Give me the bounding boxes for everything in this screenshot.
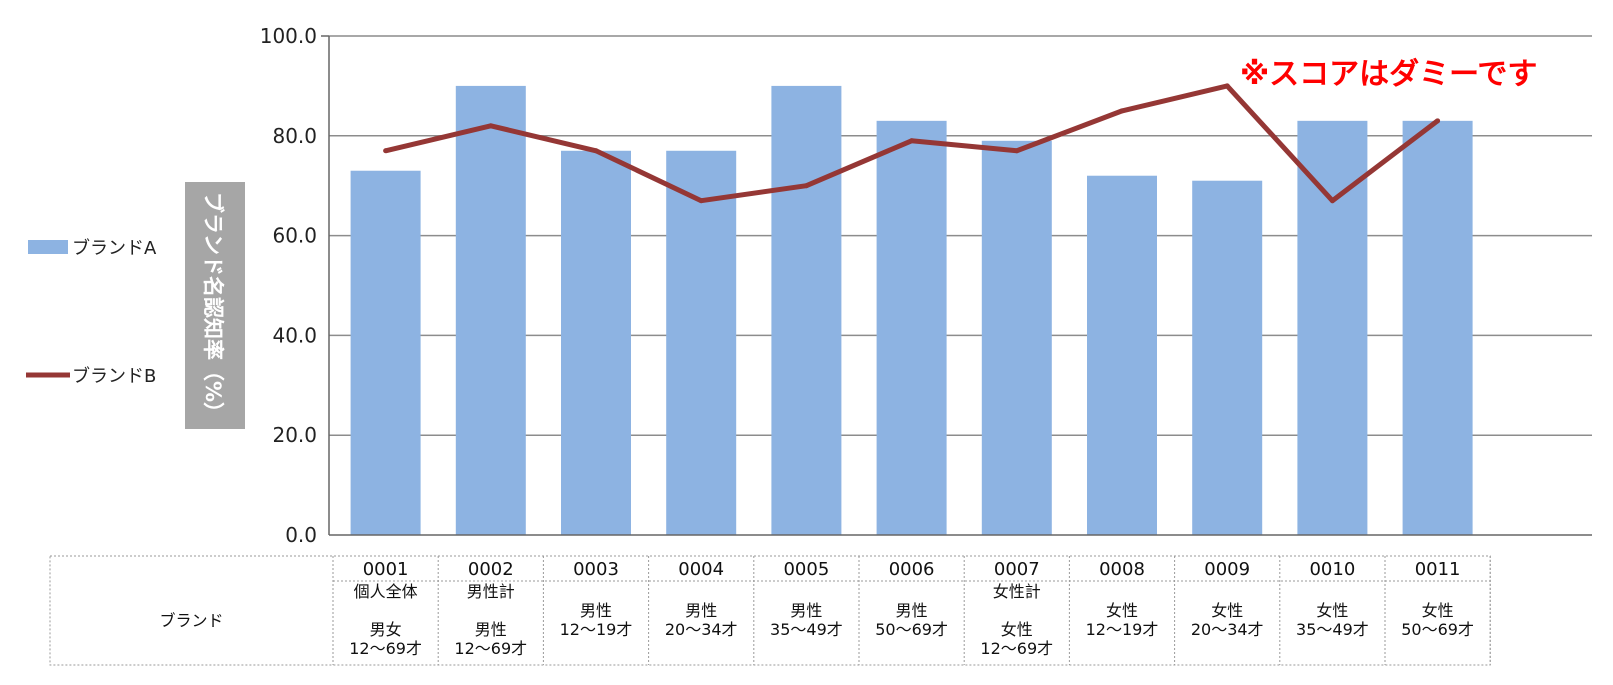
bar <box>561 150 631 535</box>
y-tick-label: 100.0 <box>260 24 317 48</box>
category-label: 女性計 <box>993 582 1041 601</box>
category-table: ブランド0001個人全体男女12〜69才0002男性計男性12〜69才0003男… <box>49 555 1491 666</box>
line-point <box>909 138 915 144</box>
category-label: 男性計 <box>467 582 515 601</box>
y-tick-label: 20.0 <box>272 423 317 447</box>
bar <box>1402 120 1473 535</box>
line-point <box>488 123 494 129</box>
category-label: 12〜19才 <box>1086 620 1159 639</box>
category-label: 35〜49才 <box>1296 620 1369 639</box>
category-code: 0005 <box>783 559 829 580</box>
category-label: 女性 <box>1316 601 1348 620</box>
line-point <box>803 183 809 189</box>
category-label: 女性 <box>1106 601 1138 620</box>
y-tick-label: 60.0 <box>272 224 317 248</box>
annotation-note: ※スコアはダミーです <box>1240 57 1537 92</box>
category-label: 20〜34才 <box>665 620 738 639</box>
line-point <box>1119 108 1125 114</box>
table-border <box>49 555 1491 666</box>
category-code: 0007 <box>994 559 1040 580</box>
y-axis-title-box <box>185 182 245 429</box>
category-label: 女性 <box>1422 601 1454 620</box>
category-label: 女性 <box>1211 601 1243 620</box>
category-label: 50〜69才 <box>875 620 948 639</box>
category-label: 20〜34才 <box>1191 620 1264 639</box>
axes <box>321 35 1592 536</box>
category-label: 男性 <box>790 601 822 620</box>
line-point <box>698 198 704 204</box>
bar-series <box>350 85 1473 536</box>
bar <box>1087 175 1157 535</box>
category-label: 男性 <box>580 601 612 620</box>
bar <box>1297 120 1368 535</box>
category-code: 0001 <box>363 559 409 580</box>
y-tick-label: 0.0 <box>285 523 317 547</box>
category-code: 0009 <box>1204 559 1250 580</box>
category-label: 男性 <box>896 601 928 620</box>
line-point <box>1014 148 1020 154</box>
line-point <box>1435 118 1441 124</box>
category-label: 女性 <box>1001 620 1033 639</box>
category-code: 0002 <box>468 559 514 580</box>
table-row-header: ブランド <box>159 611 223 630</box>
bar <box>981 140 1052 536</box>
line-point <box>383 148 389 154</box>
line-point <box>1329 198 1335 204</box>
legend-swatch-bar <box>28 240 68 254</box>
category-code: 0010 <box>1309 559 1355 580</box>
category-label: 男女 <box>370 620 402 639</box>
bar <box>455 85 526 536</box>
category-label: 12〜19才 <box>560 620 633 639</box>
line-point <box>1224 83 1230 89</box>
category-label: 12〜69才 <box>980 639 1053 658</box>
category-label: 男性 <box>685 601 717 620</box>
legend-label: ブランドA <box>72 237 157 259</box>
category-code: 0003 <box>573 559 619 580</box>
bar <box>350 170 421 536</box>
line-point <box>593 148 599 154</box>
category-code: 0008 <box>1099 559 1145 580</box>
category-code: 0011 <box>1415 559 1461 580</box>
bar <box>771 85 842 536</box>
category-code: 0006 <box>889 559 935 580</box>
y-tick-label: 40.0 <box>272 323 317 347</box>
category-code: 0004 <box>678 559 724 580</box>
category-label: 50〜69才 <box>1401 620 1474 639</box>
legend-label: ブランドB <box>72 365 156 387</box>
category-label: 12〜69才 <box>349 639 422 658</box>
y-axis-title: ブランド名認知率（%） <box>185 182 245 429</box>
y-axis-ticks: 0.0 20.0 40.0 60.0 80.0 100.0 <box>260 24 317 547</box>
bar <box>1192 180 1263 535</box>
line-series <box>383 83 1441 204</box>
category-label: 35〜49才 <box>770 620 843 639</box>
y-axis-title-text: ブランド名認知率（%） <box>201 192 225 423</box>
bar <box>666 150 737 535</box>
category-label: 個人全体 <box>354 582 418 601</box>
category-label: 12〜69才 <box>454 639 527 658</box>
legend: ブランドA ブランドB <box>26 237 157 387</box>
y-tick-label: 80.0 <box>272 124 317 148</box>
bar <box>876 120 947 535</box>
category-label: 男性 <box>475 620 507 639</box>
